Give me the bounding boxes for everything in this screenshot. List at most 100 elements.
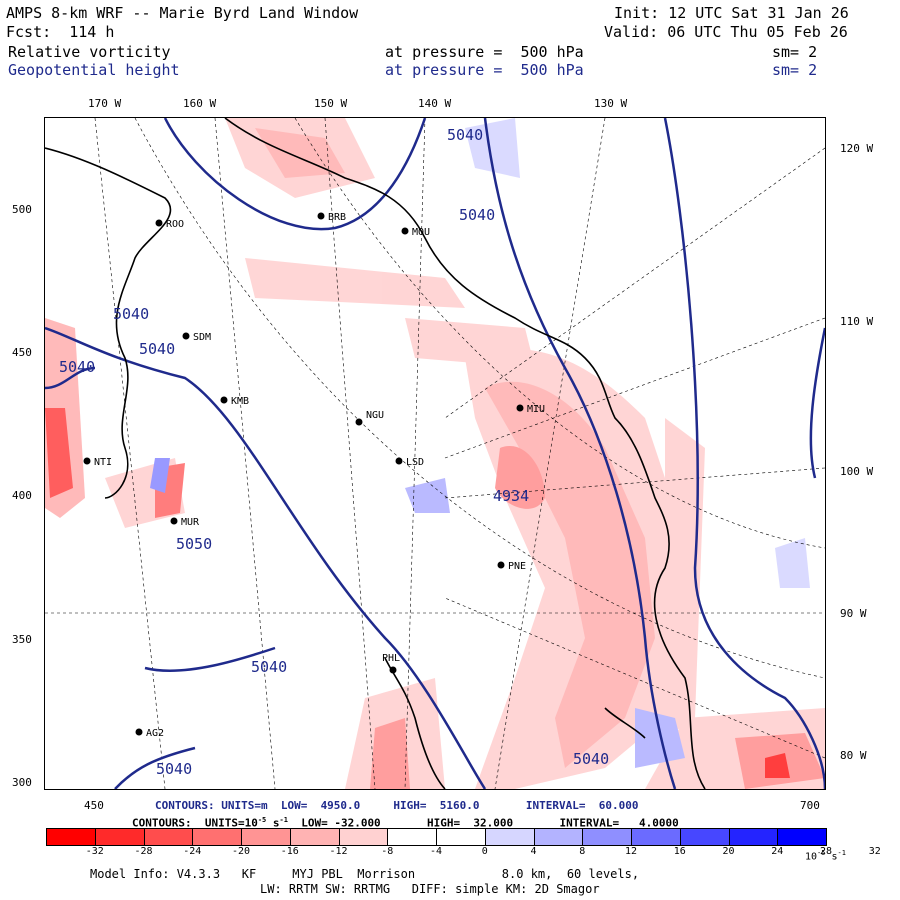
colorbar-swatch [484, 828, 535, 846]
colorbar-swatch [241, 828, 291, 846]
y-label-4: 300 [12, 776, 32, 789]
colorbar-tick-label: -28 [134, 846, 153, 857]
colorbar-tick-label: -8 [381, 846, 394, 857]
lon-label-right-2: 100 W [840, 465, 874, 478]
station-label-mou: MOU [412, 227, 431, 238]
colorbar-swatch [143, 828, 194, 846]
lon-label-top-3: 140 W [418, 97, 452, 110]
height-label: 5040 [59, 358, 96, 376]
height-label: 5040 [251, 658, 288, 676]
height-label: 5040 [447, 126, 484, 144]
colorbar-swatch [631, 828, 681, 846]
colorbar-tick-label: 8 [579, 846, 586, 857]
field1-smoothing: sm= 2 [772, 43, 818, 61]
y-label-0: 500 [12, 203, 32, 216]
colorbar-tick-label: 24 [771, 846, 784, 857]
colorbar-tick-label: -20 [231, 846, 251, 857]
station-dot-mou [401, 227, 409, 235]
colorbar-tick-label: 20 [722, 846, 735, 857]
station-dot-sdm [182, 332, 190, 340]
station-dot-roo [155, 219, 163, 227]
station-label-roo: ROO [166, 219, 185, 230]
height-label: 5040 [573, 750, 610, 768]
station-dot-phl [389, 666, 397, 674]
valid-time: Valid: 06 UTC Thu 05 Feb 26 [604, 23, 848, 41]
colorbar-unit: 10-5 s-1 [805, 849, 846, 863]
field2-name: Geopotential height [8, 61, 180, 79]
colorbar-swatch [777, 828, 827, 846]
station-dot-lsd [395, 457, 403, 465]
colorbar-swatch [728, 828, 779, 846]
station-label-lsd: LSD [406, 457, 425, 468]
lon-label-right-0: 120 W [840, 142, 874, 155]
height-label: 5040 [156, 760, 193, 778]
field2-smoothing: sm= 2 [772, 61, 818, 79]
colorbar-tick-label: 32 [868, 846, 881, 857]
station-dot-miu [516, 404, 524, 412]
station-label-ngu: NGU [366, 410, 385, 421]
lon-label-top-1: 160 W [183, 97, 217, 110]
station-label-miu: MIU [527, 404, 546, 415]
field2-level: at pressure = 500 hPa [385, 61, 584, 79]
coastline [45, 118, 706, 789]
colorbar-tick-label: -24 [183, 846, 202, 857]
colorbar-tick-label: 4 [530, 846, 537, 857]
height-contours [45, 118, 825, 789]
height-label: 5050 [176, 535, 213, 553]
colorbar-tick-label: -32 [85, 846, 104, 857]
station-dot-ag2 [135, 728, 143, 736]
station-dot-ngu [355, 418, 363, 426]
station-dot-nti [83, 457, 91, 465]
colorbar-tick-label: 16 [673, 846, 686, 857]
station-dot-mur [170, 517, 178, 525]
height-label: 5040 [139, 340, 176, 358]
y-label-1: 450 [12, 346, 32, 359]
colorbar-tick-label: 0 [481, 846, 488, 857]
map-svg [45, 118, 825, 789]
lon-label-right-1: 110 W [840, 315, 874, 328]
init-time: Init: 12 UTC Sat 31 Jan 26 [614, 4, 849, 22]
lon-label-right-4: 80 W [840, 749, 867, 762]
title: AMPS 8-km WRF -- Marie Byrd Land Window [6, 4, 359, 22]
y-label-3: 350 [12, 633, 32, 646]
model-physics: LW: RRTM SW: RRTMG DIFF: simple KM: 2D S… [260, 882, 600, 896]
lon-label-right-3: 90 W [840, 607, 867, 620]
vorticity-contours-info: CONTOURS: UNITS=10-5 s-1 LOW= -32.000 HI… [132, 816, 679, 830]
map-panel: ROO BRB MOU SDM KMB NGU LSD MIU PNE PHL … [44, 117, 826, 790]
colorbar-tick-label: -12 [329, 846, 348, 857]
colorbar-swatch [533, 828, 584, 846]
station-dot-pne [497, 561, 505, 569]
model-info: Model Info: V4.3.3 KF MYJ PBL Morrison 8… [90, 867, 640, 881]
station-label-sdm: SDM [193, 332, 212, 343]
colorbar-swatch [582, 828, 632, 846]
forecast-hour: Fcst: 114 h [6, 23, 115, 41]
station-label-mur: MUR [181, 517, 200, 528]
lon-label-top-0: 170 W [88, 97, 122, 110]
colorbar-swatch [94, 828, 145, 846]
lon-label-top-2: 150 W [314, 97, 348, 110]
station-label-phl: PHL [382, 653, 401, 664]
station-label-kmb: KMB [231, 396, 250, 407]
field1-level: at pressure = 500 hPa [385, 43, 584, 61]
colorbar-swatch [679, 828, 730, 846]
station-dot-kmb [220, 396, 228, 404]
station-label-nti: NTI [94, 457, 113, 468]
height-label: 5040 [459, 206, 496, 224]
colorbar-tick-label: -16 [280, 846, 299, 857]
field1-name: Relative vorticity [8, 43, 171, 61]
height-contours-info: CONTOURS: UNITS=m LOW= 4950.0 HIGH= 5160… [155, 799, 639, 812]
colorbar-swatch [46, 828, 96, 846]
lon-label-top-4: 130 W [594, 97, 628, 110]
vorticity-shading [45, 118, 825, 789]
x-label-0: 450 [84, 799, 104, 812]
colorbar-tick-label: 28 [819, 846, 833, 857]
colorbar-tick-label: 12 [624, 846, 638, 857]
colorbar-swatch [338, 828, 389, 846]
x-label-1: 700 [800, 799, 820, 812]
colorbar-swatch [192, 828, 242, 846]
height-label: 5040 [113, 305, 150, 323]
colorbar-swatch [436, 828, 486, 846]
height-label: 4934 [493, 487, 530, 505]
colorbar-swatch [289, 828, 340, 846]
station-label-ag2: AG2 [146, 728, 165, 739]
